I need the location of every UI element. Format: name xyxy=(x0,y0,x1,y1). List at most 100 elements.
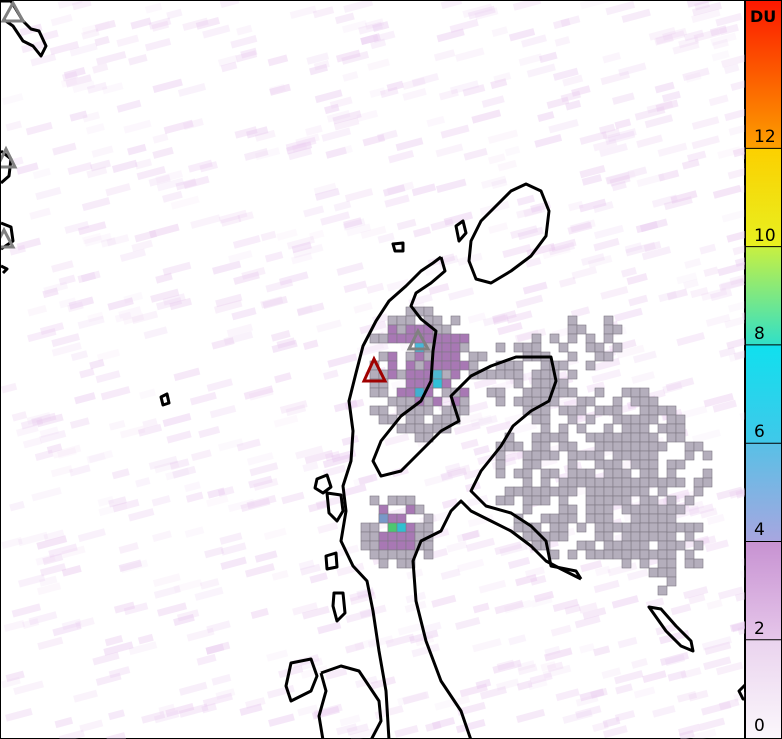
background-pixel xyxy=(176,609,200,622)
background-pixel xyxy=(196,653,217,666)
background-pixel xyxy=(562,709,593,724)
background-pixel xyxy=(342,71,359,82)
background-pixel xyxy=(314,89,343,104)
so2-pixel xyxy=(396,315,407,326)
so2-pixel xyxy=(648,396,659,407)
background-pixel xyxy=(430,218,454,232)
background-pixel xyxy=(128,53,148,66)
background-pixel xyxy=(39,426,59,438)
so2-pixel xyxy=(603,477,614,488)
background-pixel xyxy=(148,223,180,239)
background-pixel xyxy=(729,620,748,632)
background-pixel xyxy=(148,174,171,187)
background-pixel xyxy=(235,50,258,63)
background-pixel xyxy=(715,12,743,27)
so2-pixel xyxy=(657,585,668,596)
background-pixel xyxy=(108,496,127,508)
background-pixel xyxy=(575,705,602,719)
background-pixel xyxy=(172,465,197,479)
background-pixel xyxy=(466,494,489,507)
so2-pixel xyxy=(621,468,632,479)
background-pixel xyxy=(593,224,624,240)
background-pixel xyxy=(716,486,744,501)
background-pixel xyxy=(474,7,499,21)
so2-pixel xyxy=(405,423,416,434)
background-pixel xyxy=(82,111,101,123)
background-pixel xyxy=(73,689,98,703)
background-pixel xyxy=(317,521,339,534)
so2-pixel xyxy=(567,477,578,488)
background-pixel xyxy=(239,703,263,716)
background-pixel xyxy=(482,313,507,327)
so2-pixel xyxy=(666,414,677,425)
so2-pixel xyxy=(576,423,587,434)
background-pixel xyxy=(327,353,358,368)
so2-pixel xyxy=(585,495,596,506)
background-pixel xyxy=(103,641,134,656)
background-pixel xyxy=(718,586,744,600)
background-pixel xyxy=(77,528,106,543)
background-pixel xyxy=(343,280,368,294)
so2-pixel xyxy=(540,387,551,398)
so2-pixel xyxy=(441,351,452,362)
colorbar-tick-label: 2 xyxy=(754,618,765,639)
background-pixel xyxy=(236,24,253,36)
so2-pixel xyxy=(639,396,650,407)
background-pixel xyxy=(404,600,427,613)
so2-pixel xyxy=(540,369,551,380)
so2-pixel xyxy=(603,324,614,335)
background-pixel xyxy=(39,563,67,577)
so2-pixel xyxy=(684,522,695,533)
background-pixel xyxy=(571,266,598,280)
so2-pixel xyxy=(639,513,650,524)
so2-pixel xyxy=(414,423,425,434)
background-pixel xyxy=(94,19,117,32)
background-pixel xyxy=(544,647,573,662)
background-pixel xyxy=(127,143,147,156)
background-pixel xyxy=(530,595,553,608)
so2-pixel xyxy=(522,477,533,488)
background-pixel xyxy=(495,678,520,691)
background-pixel xyxy=(672,41,700,55)
background-pixel xyxy=(13,680,44,696)
background-pixel xyxy=(26,411,52,425)
background-pixel xyxy=(605,0,636,16)
background-pixel xyxy=(600,286,629,300)
background-pixel xyxy=(431,594,457,608)
background-pixel xyxy=(16,237,42,251)
so2-pixel xyxy=(531,432,542,443)
so2-pixel xyxy=(504,441,515,452)
background-pixel xyxy=(254,147,281,161)
background-pixel xyxy=(50,14,73,27)
background-pixel xyxy=(81,28,100,40)
background-pixel xyxy=(473,445,490,456)
background-pixel xyxy=(162,261,192,276)
background-pixel xyxy=(31,486,62,502)
background-pixel xyxy=(314,187,340,201)
background-pixel xyxy=(586,381,606,393)
background-pixel xyxy=(537,111,555,123)
background-pixel xyxy=(162,190,183,203)
background-pixel xyxy=(286,235,315,250)
background-pixel xyxy=(105,183,131,197)
so2-pixel xyxy=(648,432,659,443)
background-pixel xyxy=(194,586,224,601)
so2-pixel xyxy=(558,342,569,353)
so2-pixel xyxy=(495,369,506,380)
so2-pixel xyxy=(594,432,605,443)
background-pixel xyxy=(691,1,723,17)
so2-pixel xyxy=(549,333,560,344)
background-pixel xyxy=(628,294,649,307)
so2-pixel xyxy=(693,522,704,533)
background-pixel xyxy=(97,495,115,507)
background-pixel xyxy=(606,170,636,185)
background-pixel xyxy=(636,134,663,148)
background-pixel xyxy=(95,50,127,66)
background-pixel xyxy=(523,205,546,218)
so2-pixel xyxy=(405,540,416,551)
background-pixel xyxy=(260,230,277,242)
background-pixel xyxy=(491,178,508,190)
background-pixel xyxy=(271,339,298,354)
so2-pixel xyxy=(639,558,650,569)
so2-pixel xyxy=(666,504,677,515)
